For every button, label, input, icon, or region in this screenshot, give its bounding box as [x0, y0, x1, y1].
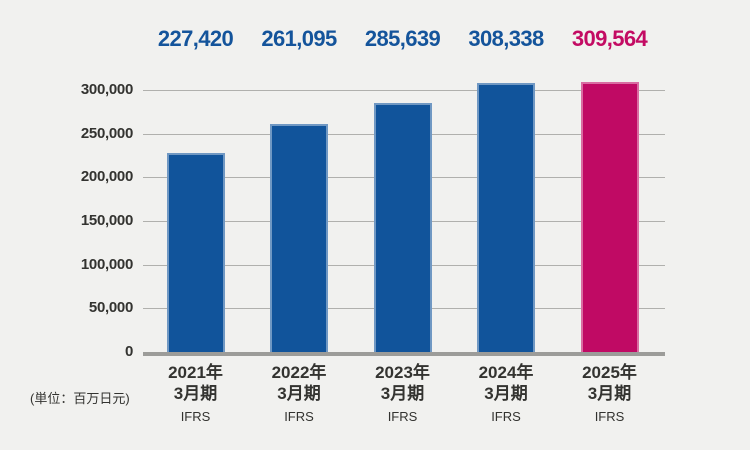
x-axis-category: 2022年 3月期 IFRS — [244, 362, 354, 424]
category-year: 2023年 — [375, 363, 430, 382]
y-tick-label: 50,000 — [88, 299, 133, 317]
x-axis-category: 2024年 3月期 IFRS — [451, 362, 561, 424]
x-axis-category: 2021年 3月期 IFRS — [141, 362, 251, 424]
category-standard: IFRS — [284, 409, 314, 424]
category-year: 2021年 — [168, 363, 223, 382]
category-year: 2022年 — [271, 363, 327, 382]
bar-value-label: 308,338 — [468, 26, 544, 51]
y-tick-label: 150,000 — [80, 212, 133, 229]
y-tick-label: 200,000 — [80, 168, 133, 186]
x-axis-line — [143, 352, 665, 356]
bar-2022年 — [270, 124, 328, 352]
bar-2021年 — [166, 153, 225, 352]
category-period: 3月期 — [173, 384, 218, 403]
x-axis-category: 2025年 3月期 IFRS — [555, 362, 665, 424]
category-standard: IFRS — [491, 409, 521, 424]
bar-value-label: 261,095 — [261, 26, 337, 51]
category-period: 3月期 — [277, 384, 321, 403]
bar-2025年 — [580, 82, 639, 352]
category-standard: IFRS — [594, 409, 625, 424]
x-axis-category: 2023年 3月期 IFRS — [348, 362, 458, 424]
category-year: 2025年 — [582, 363, 637, 382]
category-period: 3月期 — [587, 384, 632, 403]
y-tick-label: 0 — [124, 343, 133, 360]
plot-area — [143, 82, 665, 352]
category-period: 3月期 — [380, 384, 425, 403]
category-standard: IFRS — [180, 409, 211, 424]
y-tick-label: 300,000 — [80, 81, 133, 98]
category-standard: IFRS — [387, 409, 418, 424]
unit-label: (単位：百万日元) — [30, 391, 130, 406]
bar-2023年 — [373, 103, 432, 352]
bar-2024年 — [477, 83, 535, 352]
y-tick-label: 100,000 — [80, 255, 133, 273]
y-tick-label: 250,000 — [80, 124, 133, 142]
bar-value-label: 227,420 — [157, 26, 234, 51]
bar-value-label: 285,639 — [364, 26, 441, 51]
category-year: 2024年 — [478, 363, 534, 382]
bar-value-label: 309,564 — [571, 26, 648, 51]
category-period: 3月期 — [484, 384, 528, 403]
gridline — [143, 90, 665, 91]
